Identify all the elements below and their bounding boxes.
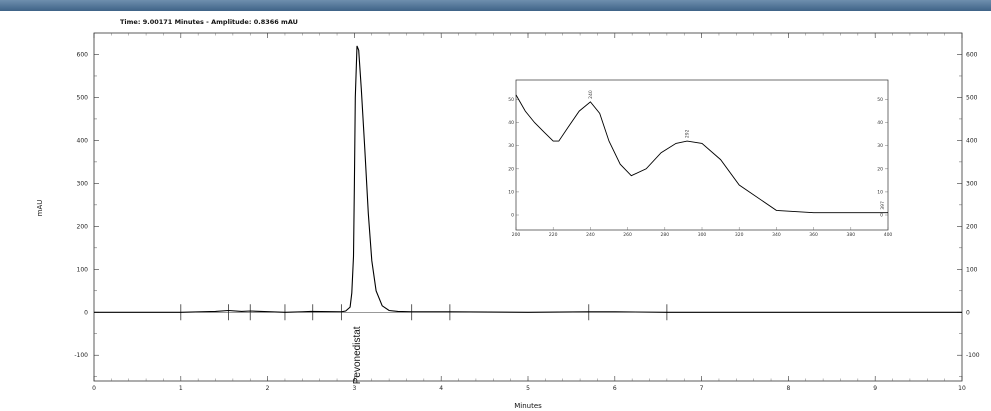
y-tick-label-right: 200: [966, 223, 978, 230]
chromatogram-trace: [94, 45, 962, 313]
inset-y-tick-label-right: 50: [877, 97, 883, 103]
inset-y-tick-label-right: 20: [877, 166, 883, 172]
inset-point-label: 240: [588, 90, 594, 99]
peak-label: Pevonedistat: [352, 326, 363, 384]
inset-x-tick-label: 320: [735, 232, 744, 238]
y-tick-label: 300: [77, 180, 89, 187]
x-tick-label: 2: [266, 385, 270, 392]
inset-spectrum-trace: [515, 94, 888, 214]
inset-y-tick-label: 40: [508, 120, 514, 126]
x-tick-label: 10: [958, 385, 966, 392]
x-tick-label: 8: [786, 385, 790, 392]
inset-point-label: 397: [880, 201, 886, 210]
inset-y-tick-label: 50: [508, 97, 514, 103]
y-tick-label-right: 400: [966, 137, 978, 144]
inset-y-tick-label: 0: [511, 213, 514, 219]
peak-labels: Pevonedistat: [352, 326, 363, 384]
y-tick-label-right: 600: [966, 51, 978, 58]
y-axis-title: mAU: [36, 200, 44, 217]
inset-y-tick-label-right: 10: [877, 189, 883, 195]
x-tick-label: 9: [873, 385, 877, 392]
inset-y-tick-label-right: 40: [877, 120, 883, 126]
inset-x-tick-label: 260: [623, 232, 632, 238]
inset-point-label: 292: [685, 129, 691, 138]
inset-y-tick-label: 30: [508, 143, 514, 149]
inset-x-tick-label: 360: [809, 232, 818, 238]
inset-y-tick-label-right: 30: [877, 143, 883, 149]
inset-x-tick-label: 280: [661, 232, 670, 238]
inset-point-labels: 240 292 397: [588, 90, 886, 210]
y-tick-label: 200: [77, 223, 89, 230]
y-tick-label-right: 300: [966, 180, 978, 187]
y-tick-label: -100: [74, 352, 88, 359]
inset-x-tick-label: 240: [586, 232, 595, 238]
window-title-bar: [0, 0, 991, 11]
cursor-readout: Time: 9.00171 Minutes - Amplitude: 0.836…: [120, 18, 298, 26]
y-tick-label-right: 500: [966, 94, 978, 101]
inset-x-tick-label: 340: [772, 232, 781, 238]
y-tick-label: 500: [77, 94, 89, 101]
inset-x-tick-label: 220: [549, 232, 558, 238]
inset-x-tick-label: 400: [884, 232, 893, 238]
inset-y-tick-label: 10: [508, 189, 514, 195]
y-tick-label: 0: [84, 309, 88, 316]
y-tick-label-right: 0: [966, 309, 970, 316]
x-tick-label: 6: [613, 385, 617, 392]
inset-frame: [515, 79, 889, 231]
x-tick-label: 3: [352, 385, 356, 392]
y-tick-label: 100: [77, 266, 89, 273]
x-tick-label: 0: [92, 385, 96, 392]
inset-ticks: 200 220 240 260 280 300 320 340 360 380 400 0 0 10 10 2…: [508, 97, 892, 238]
inset-y-tick-label-right: 0: [880, 213, 883, 219]
x-tick-label: 4: [439, 385, 443, 392]
inset-x-tick-label: 380: [847, 232, 856, 238]
inset-y-tick-label: 20: [508, 166, 514, 172]
y-tick-label: 600: [77, 51, 89, 58]
y-tick-label: 400: [77, 137, 89, 144]
x-axis-title: Minutes: [514, 402, 542, 410]
y-tick-label-right: 100: [966, 266, 978, 273]
inset-x-tick-label: 300: [698, 232, 707, 238]
x-tick-label: 5: [526, 385, 530, 392]
inset-x-tick-label: 200: [512, 232, 521, 238]
y-tick-label-right: -100: [966, 352, 980, 359]
x-tick-label: 1: [179, 385, 183, 392]
x-tick-label: 7: [700, 385, 704, 392]
